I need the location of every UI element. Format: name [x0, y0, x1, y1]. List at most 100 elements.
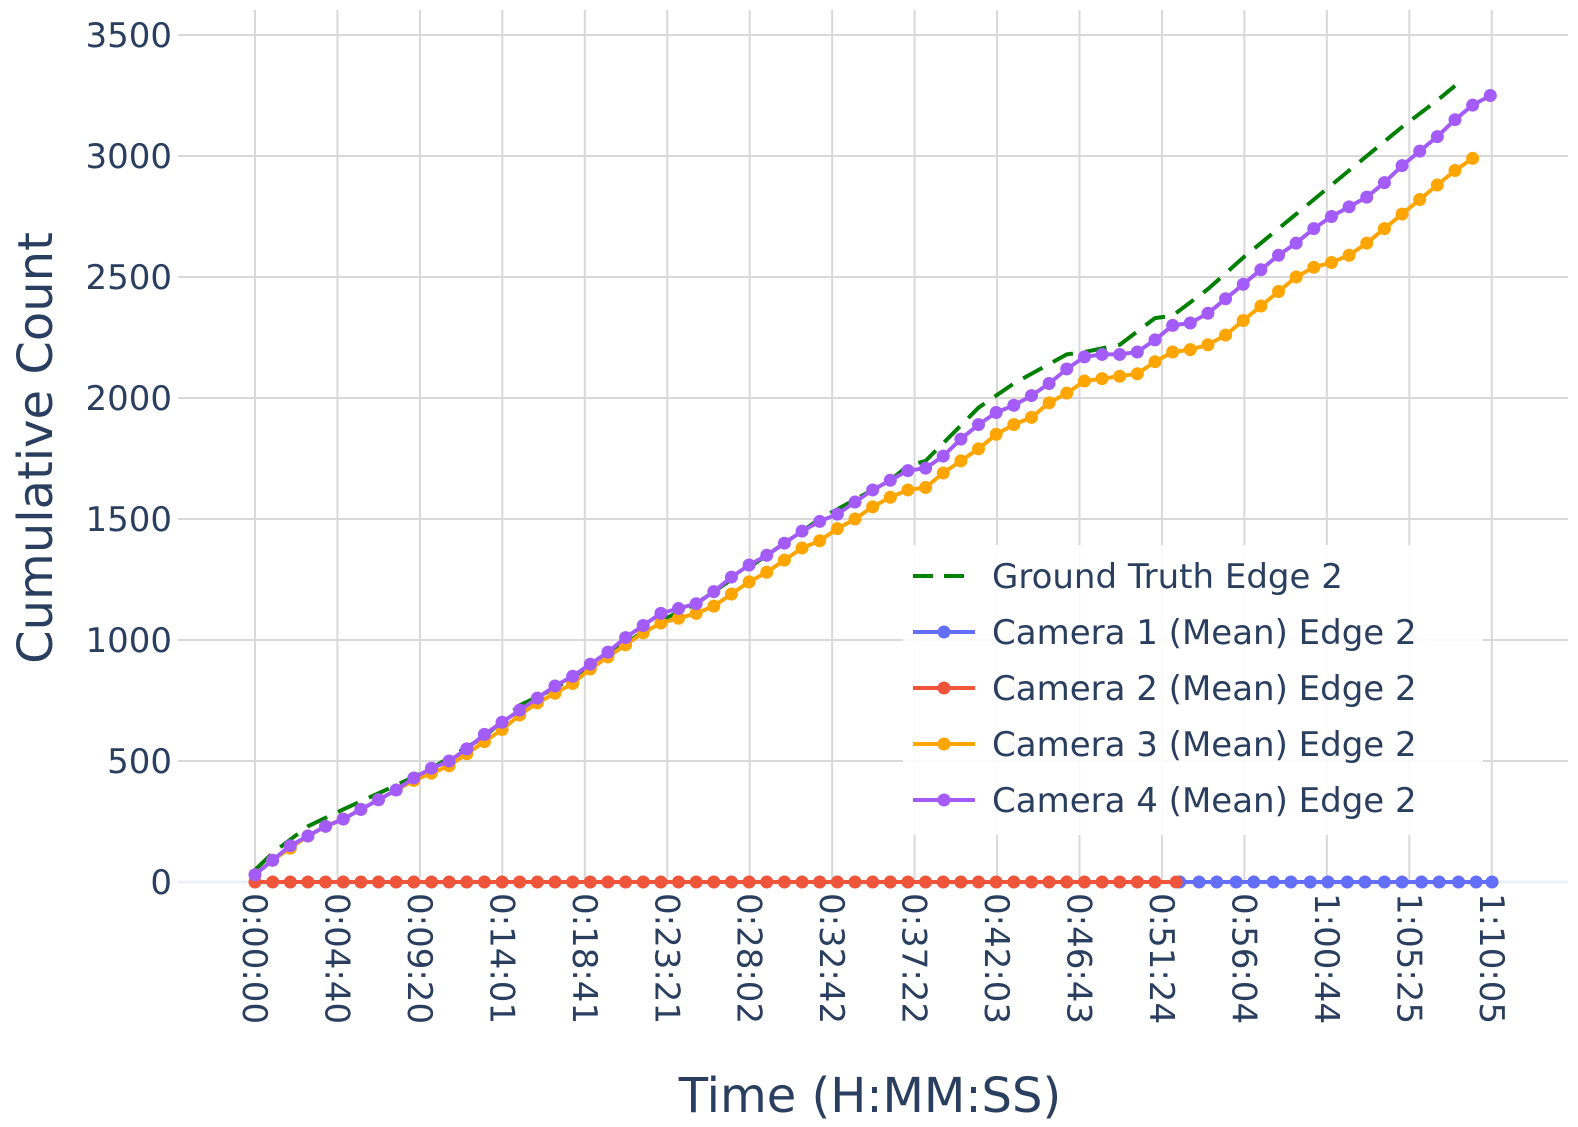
data-point [1148, 355, 1162, 369]
data-point [901, 875, 915, 889]
data-point [1307, 222, 1321, 236]
data-point [901, 483, 915, 497]
data-point [1148, 333, 1162, 347]
data-point [460, 742, 474, 756]
x-tick-label: 0:04:40 [316, 893, 356, 1024]
data-point [477, 727, 491, 741]
data-point [372, 875, 386, 889]
data-point [936, 875, 950, 889]
data-point [530, 875, 544, 889]
data-point [1395, 159, 1409, 173]
data-point [1413, 193, 1427, 207]
data-point [1042, 376, 1056, 390]
data-point [1024, 410, 1038, 424]
legend-label: Camera 3 (Mean) Edge 2 [992, 725, 1417, 765]
x-axis-title: Time (H:MM:SS) [678, 1068, 1061, 1124]
x-tick-label: 0:46:43 [1059, 893, 1099, 1024]
data-point [883, 490, 897, 504]
data-point [795, 541, 809, 555]
data-point [513, 703, 527, 717]
data-point [1201, 306, 1215, 320]
data-point [1077, 374, 1091, 388]
x-tick-label: 0:42:03 [976, 893, 1016, 1024]
data-point [1342, 200, 1356, 214]
data-point [689, 875, 703, 889]
data-point [1148, 875, 1162, 889]
data-point [1007, 418, 1021, 432]
data-point [1414, 875, 1428, 889]
data-point [1007, 398, 1021, 412]
data-point [1254, 263, 1268, 277]
data-point [866, 483, 880, 497]
data-point [760, 548, 774, 562]
data-point [1360, 190, 1374, 204]
x-tick-label: 1:05:25 [1388, 893, 1428, 1024]
data-point [1113, 369, 1127, 383]
data-point [389, 875, 403, 889]
x-tick-label: 0:18:41 [564, 893, 604, 1024]
x-tick-label: 0:37:22 [894, 893, 934, 1024]
y-axis-title: Cumulative Count [8, 232, 64, 664]
legend-marker [937, 737, 951, 751]
data-point [919, 875, 933, 889]
data-point [760, 565, 774, 579]
y-tick-label: 3500 [85, 16, 172, 56]
series-3 [248, 875, 1183, 889]
data-point [301, 829, 315, 843]
x-tick-label: 0:00:00 [234, 893, 274, 1024]
y-tick-label: 2500 [85, 258, 172, 298]
y-tick-label: 2000 [85, 379, 172, 419]
legend-marker [937, 681, 951, 695]
data-point [883, 875, 897, 889]
x-tick-label: 0:23:21 [646, 893, 686, 1024]
data-point [636, 618, 650, 632]
data-point [1024, 875, 1038, 889]
data-point [689, 597, 703, 611]
data-point [672, 875, 686, 889]
data-point [1166, 318, 1180, 332]
data-point [654, 875, 668, 889]
legend-label: Camera 4 (Mean) Edge 2 [992, 781, 1417, 821]
data-point [1289, 270, 1303, 284]
data-point [989, 427, 1003, 441]
data-point [672, 611, 686, 625]
data-point [1183, 343, 1197, 357]
data-point [830, 875, 844, 889]
data-point [813, 514, 827, 528]
data-point [336, 812, 350, 826]
x-tick-label: 0:51:24 [1141, 893, 1181, 1024]
data-point [266, 875, 280, 889]
data-point [389, 783, 403, 797]
data-point [919, 481, 933, 495]
y-tick-label: 500 [107, 742, 172, 782]
data-point [354, 875, 368, 889]
data-point [1321, 875, 1335, 889]
data-point [777, 536, 791, 550]
y-tick-label: 0 [150, 863, 172, 903]
data-point [1358, 875, 1372, 889]
x-tick-label: 0:32:42 [811, 893, 851, 1024]
data-point [319, 819, 333, 833]
data-point [689, 606, 703, 620]
data-point [1324, 210, 1338, 223]
data-point [1077, 875, 1091, 889]
data-point [742, 575, 756, 589]
data-point [1042, 875, 1056, 889]
data-point [1247, 875, 1261, 889]
series-layer [248, 84, 1499, 889]
data-point [566, 669, 580, 683]
data-point [1272, 248, 1286, 262]
y-tick-label: 1500 [85, 500, 172, 540]
data-point [1042, 396, 1056, 410]
data-point [1060, 362, 1074, 376]
data-point [1236, 277, 1250, 291]
data-point [1060, 875, 1074, 889]
data-point [1219, 328, 1233, 342]
data-point [1307, 260, 1321, 274]
data-point [442, 875, 456, 889]
data-point [1060, 386, 1074, 400]
data-point [654, 606, 668, 620]
data-point [760, 875, 774, 889]
legend-label: Camera 2 (Mean) Edge 2 [992, 669, 1417, 709]
legend-background [903, 545, 1483, 835]
